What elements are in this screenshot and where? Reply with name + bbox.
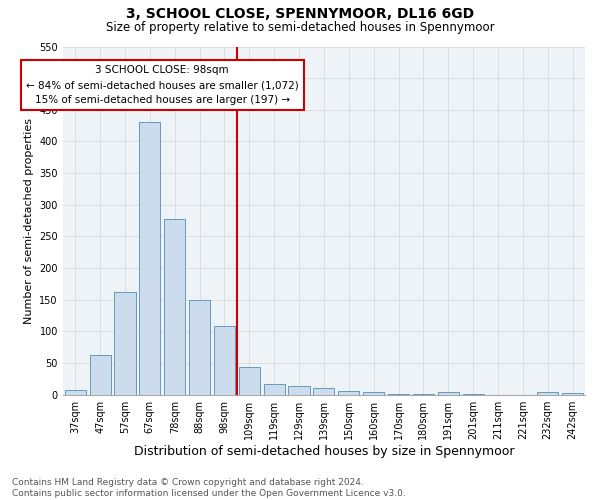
Text: Contains HM Land Registry data © Crown copyright and database right 2024.
Contai: Contains HM Land Registry data © Crown c…: [12, 478, 406, 498]
Bar: [562, 393, 583, 394]
Bar: [89, 355, 110, 395]
Y-axis label: Number of semi-detached properties: Number of semi-detached properties: [24, 118, 34, 324]
Text: Size of property relative to semi-detached houses in Spennymoor: Size of property relative to semi-detach…: [106, 21, 494, 34]
Bar: [263, 384, 285, 394]
Bar: [338, 391, 359, 394]
Bar: [537, 392, 558, 394]
Bar: [65, 390, 86, 394]
X-axis label: Distribution of semi-detached houses by size in Spennymoor: Distribution of semi-detached houses by …: [134, 444, 514, 458]
Bar: [313, 388, 334, 394]
Text: 3 SCHOOL CLOSE: 98sqm
← 84% of semi-detached houses are smaller (1,072)
15% of s: 3 SCHOOL CLOSE: 98sqm ← 84% of semi-deta…: [26, 66, 299, 105]
Bar: [189, 300, 210, 394]
Bar: [289, 386, 310, 394]
Bar: [115, 292, 136, 395]
Bar: [437, 392, 459, 394]
Bar: [164, 218, 185, 394]
Bar: [139, 122, 160, 394]
Bar: [363, 392, 384, 394]
Bar: [214, 326, 235, 394]
Text: 3, SCHOOL CLOSE, SPENNYMOOR, DL16 6GD: 3, SCHOOL CLOSE, SPENNYMOOR, DL16 6GD: [126, 8, 474, 22]
Bar: [239, 368, 260, 394]
